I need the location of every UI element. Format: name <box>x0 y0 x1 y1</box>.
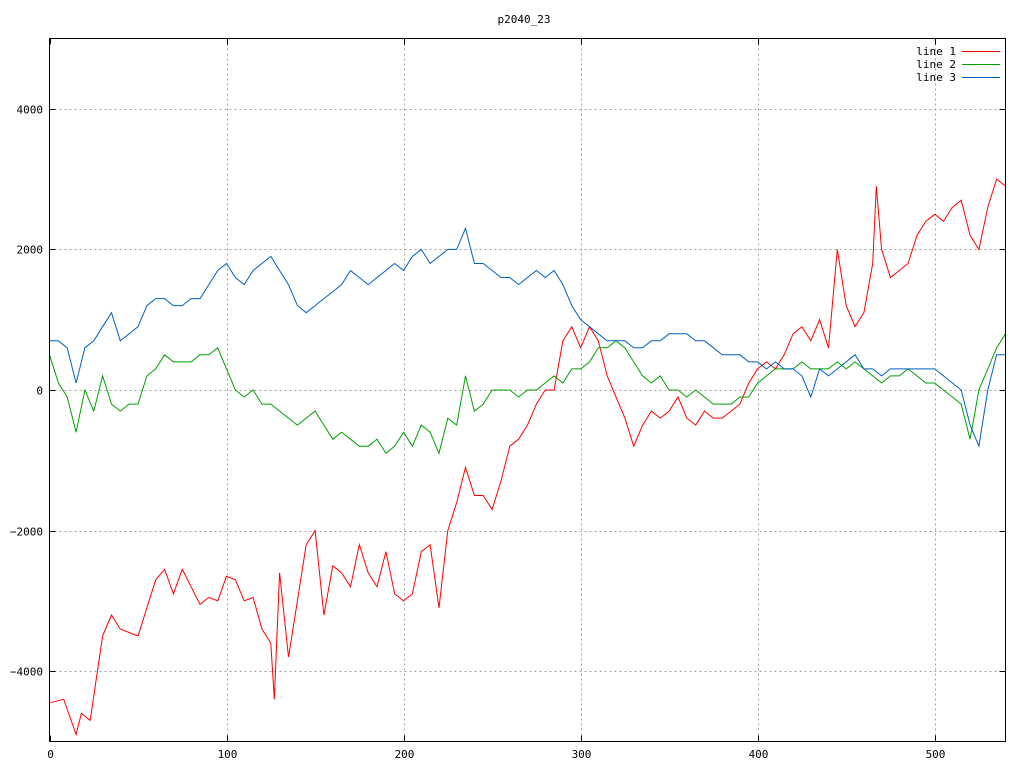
x-tick-label: 0 <box>47 748 54 761</box>
legend-label: line 3 <box>916 71 956 84</box>
legend-label: line 1 <box>916 45 956 58</box>
series-line-1 <box>49 178 1006 737</box>
y-tick-label: −4000 <box>10 666 43 679</box>
y-tick-label: 2000 <box>17 244 44 257</box>
y-tick-label: 4000 <box>17 104 44 117</box>
series-line-2 <box>49 333 1006 455</box>
x-tick-label: 300 <box>572 748 592 761</box>
grid <box>49 38 1006 742</box>
legend-label: line 2 <box>916 58 956 71</box>
y-tick-label: 0 <box>36 385 43 398</box>
chart-title: p2040_23 <box>498 13 551 26</box>
series-line-3 <box>49 226 1006 449</box>
x-tick-label: 500 <box>926 748 946 761</box>
axis-ticks: 0 100 200 300 400 500 −4000 −2000 0 2000 4000 <box>10 38 1006 761</box>
x-tick-label: 100 <box>218 748 238 761</box>
y-tick-label: −2000 <box>10 526 43 539</box>
x-tick-label: 200 <box>395 748 415 761</box>
series-layer <box>49 178 1006 737</box>
x-tick-label: 400 <box>749 748 769 761</box>
